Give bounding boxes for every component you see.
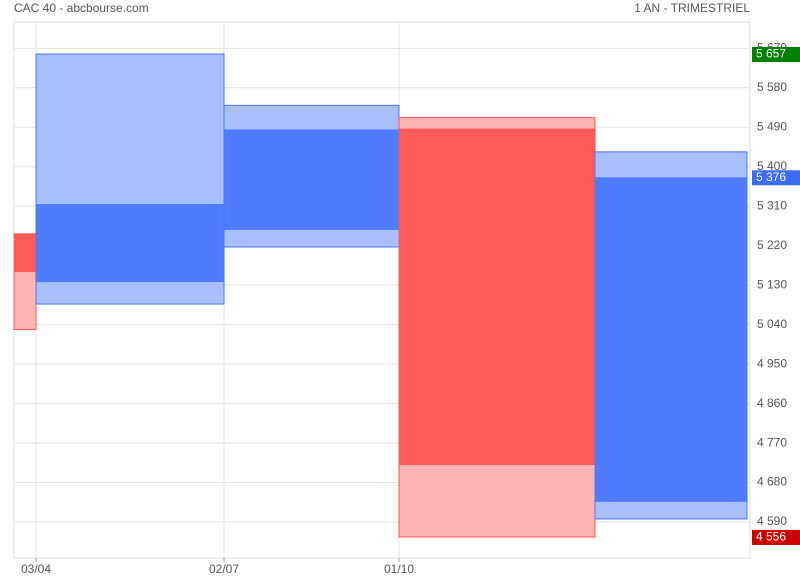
y-tick-label: 4 590 — [757, 514, 787, 528]
y-tick-label: 5 130 — [757, 277, 787, 291]
y-tick-label: 4 860 — [757, 396, 787, 410]
price-marker-label: 4 556 — [756, 530, 786, 544]
y-tick-label: 5 040 — [757, 317, 787, 331]
x-tick-label: 02/07 — [209, 562, 239, 576]
y-tick-label: 5 490 — [757, 119, 787, 133]
candle-body — [399, 128, 595, 466]
y-tick-label: 4 950 — [757, 356, 787, 370]
chart-subtitle: 1 AN - TRIMESTRIEL — [634, 1, 750, 15]
y-tick-label: 5 220 — [757, 238, 787, 252]
x-tick-label: 01/10 — [384, 562, 414, 576]
y-tick-label: 5 310 — [757, 198, 787, 212]
y-tick-label: 5 400 — [757, 159, 787, 173]
price-marker — [752, 529, 800, 545]
candle-body — [14, 233, 36, 273]
x-tick-label: 03/04 — [21, 562, 51, 576]
price-marker-label: 5 376 — [756, 170, 786, 184]
candle-body — [224, 129, 399, 230]
candle-body — [36, 204, 224, 283]
y-tick-label: 4 770 — [757, 435, 787, 449]
price-marker-label: 5 657 — [756, 47, 786, 61]
price-marker — [752, 47, 800, 63]
price-marker — [752, 170, 800, 186]
y-tick-label: 5 580 — [757, 80, 787, 94]
y-tick-label: 4 680 — [757, 475, 787, 489]
chart-title: CAC 40 - abcbourse.com — [14, 1, 149, 15]
candle-body — [595, 177, 747, 502]
